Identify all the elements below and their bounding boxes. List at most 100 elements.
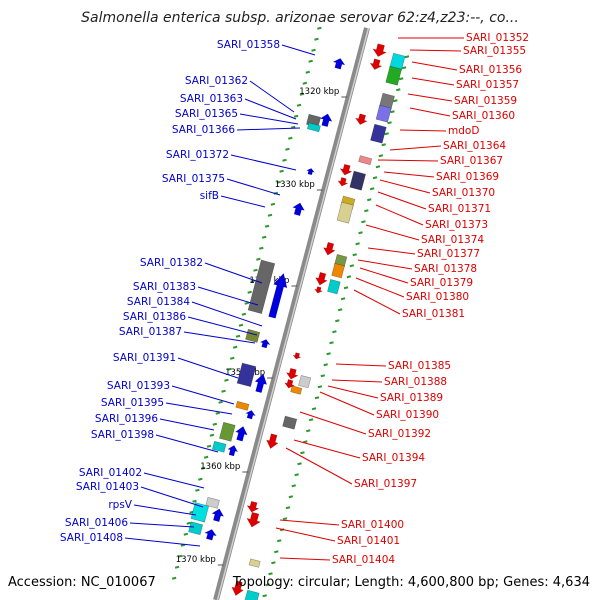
minor-tick-mark <box>262 594 267 598</box>
gene-label-right: SARI_01389 <box>380 392 443 404</box>
gene-block-left <box>211 440 227 453</box>
gene-block-right <box>378 92 395 111</box>
minor-tick-mark <box>332 330 337 334</box>
leader-line-right <box>365 224 420 241</box>
gene-block-left <box>235 400 250 411</box>
minor-tick-mark <box>221 389 226 393</box>
gene-label-right: SARI_01367 <box>440 155 503 167</box>
minor-tick-mark <box>297 462 302 466</box>
gene-label-right: SARI_01404 <box>332 554 395 566</box>
leader-line-right <box>299 411 367 435</box>
gene-label-right: SARI_01394 <box>362 452 425 464</box>
leader-line-left <box>204 262 263 284</box>
gene-label-right: SARI_01374 <box>421 234 484 246</box>
gene-label-right: SARI_01390 <box>376 409 439 421</box>
leader-line-left <box>239 113 299 125</box>
gene-label-right: SARI_01397 <box>354 478 417 490</box>
gene-block-left <box>236 362 257 387</box>
gene-label-left: SARI_01402 <box>79 467 142 479</box>
gene-label-left: SARI_01408 <box>60 532 123 544</box>
gene-arrow-right <box>323 241 336 256</box>
minor-tick-mark <box>329 341 334 345</box>
minor-tick-mark <box>290 125 296 129</box>
gene-label-left: SARI_01362 <box>185 75 248 87</box>
minor-tick-mark <box>180 543 186 547</box>
gene-label-right: mdoD <box>448 125 479 137</box>
gene-block-left <box>188 521 204 536</box>
gene-label-left: SARI_01358 <box>217 39 280 51</box>
gene-arrow-left <box>227 445 239 457</box>
gene-label-left: SARI_01372 <box>166 149 229 161</box>
leader-line-right <box>379 179 431 194</box>
gene-block-right <box>248 558 261 568</box>
minor-tick-mark <box>276 180 281 184</box>
leader-line-left <box>236 127 301 131</box>
minor-tick-mark <box>288 495 294 499</box>
minor-tick-mark <box>206 444 212 448</box>
minor-tick-mark <box>271 561 276 565</box>
leader-line-right <box>279 519 340 526</box>
minor-tick-mark <box>346 275 352 279</box>
gene-arrow-right <box>266 433 279 449</box>
genome-backbone-highlight <box>216 27 370 600</box>
minor-tick-mark <box>375 165 381 169</box>
minor-tick-mark <box>340 297 346 301</box>
minor-tick-mark <box>390 110 395 114</box>
gene-label-right: SARI_01401 <box>337 535 400 547</box>
gene-label-left: SARI_01375 <box>162 173 225 185</box>
leader-line-right <box>285 447 353 485</box>
minor-tick-mark <box>186 521 191 525</box>
gene-label-right: SARI_01356 <box>459 64 522 76</box>
minor-tick-mark <box>171 576 177 580</box>
gene-arrow-left <box>235 426 248 442</box>
minor-tick-mark <box>300 451 305 455</box>
gene-block-right <box>370 123 387 144</box>
minor-tick-mark <box>317 26 322 30</box>
gene-block-right <box>389 52 406 71</box>
leader-line-left <box>159 418 215 431</box>
gene-label-right: SARI_01364 <box>443 140 506 152</box>
minor-tick-mark <box>229 356 235 360</box>
gene-label-left: SARI_01406 <box>65 517 128 529</box>
gene-arrow-left <box>254 373 268 394</box>
gene-label-right: SARI_01359 <box>454 95 517 107</box>
minor-tick-mark <box>314 37 319 41</box>
gene-label-right: SARI_01378 <box>414 263 477 275</box>
leader-line-right <box>367 247 416 255</box>
leader-line-left <box>226 178 281 196</box>
leader-line-left <box>220 195 266 208</box>
minor-tick-mark <box>335 319 340 323</box>
minor-tick-mark <box>396 88 401 92</box>
gene-label-right: SARI_01400 <box>341 519 404 531</box>
gene-arrow-right <box>372 43 388 57</box>
minor-tick-mark <box>279 169 284 173</box>
gene-label-right: SARI_01369 <box>436 171 499 183</box>
gene-block-left <box>190 502 210 523</box>
gene-block-left <box>245 328 261 343</box>
gene-label-left: SARI_01393 <box>107 380 170 392</box>
minor-tick-mark <box>244 301 250 305</box>
gene-arrow-right <box>355 113 368 125</box>
gene-label-right: SARI_01371 <box>428 203 491 215</box>
minor-tick-mark <box>314 396 320 400</box>
gene-block-left <box>247 259 276 314</box>
gene-block-right <box>358 155 373 166</box>
leader-line-left <box>230 154 297 171</box>
gene-label-left: SARI_01383 <box>133 281 196 293</box>
minor-tick-mark <box>306 429 311 433</box>
minor-tick-mark <box>224 378 229 382</box>
kbp-tick-label: 1360 kbp <box>200 462 240 472</box>
leader-line-left <box>165 402 233 415</box>
gene-arrow-left <box>319 113 333 128</box>
minor-tick-mark <box>317 385 323 389</box>
minor-tick-mark <box>366 198 372 202</box>
minor-tick-mark <box>288 136 293 140</box>
leader-line-right <box>327 385 379 399</box>
leader-line-right <box>319 391 375 416</box>
minor-tick-mark <box>293 114 299 118</box>
gene-label-left: rpsV <box>108 499 132 511</box>
gene-arrow-left <box>292 202 305 217</box>
minor-tick-mark <box>404 55 410 59</box>
gene-block-right <box>290 385 303 395</box>
minor-tick-mark <box>253 268 258 272</box>
